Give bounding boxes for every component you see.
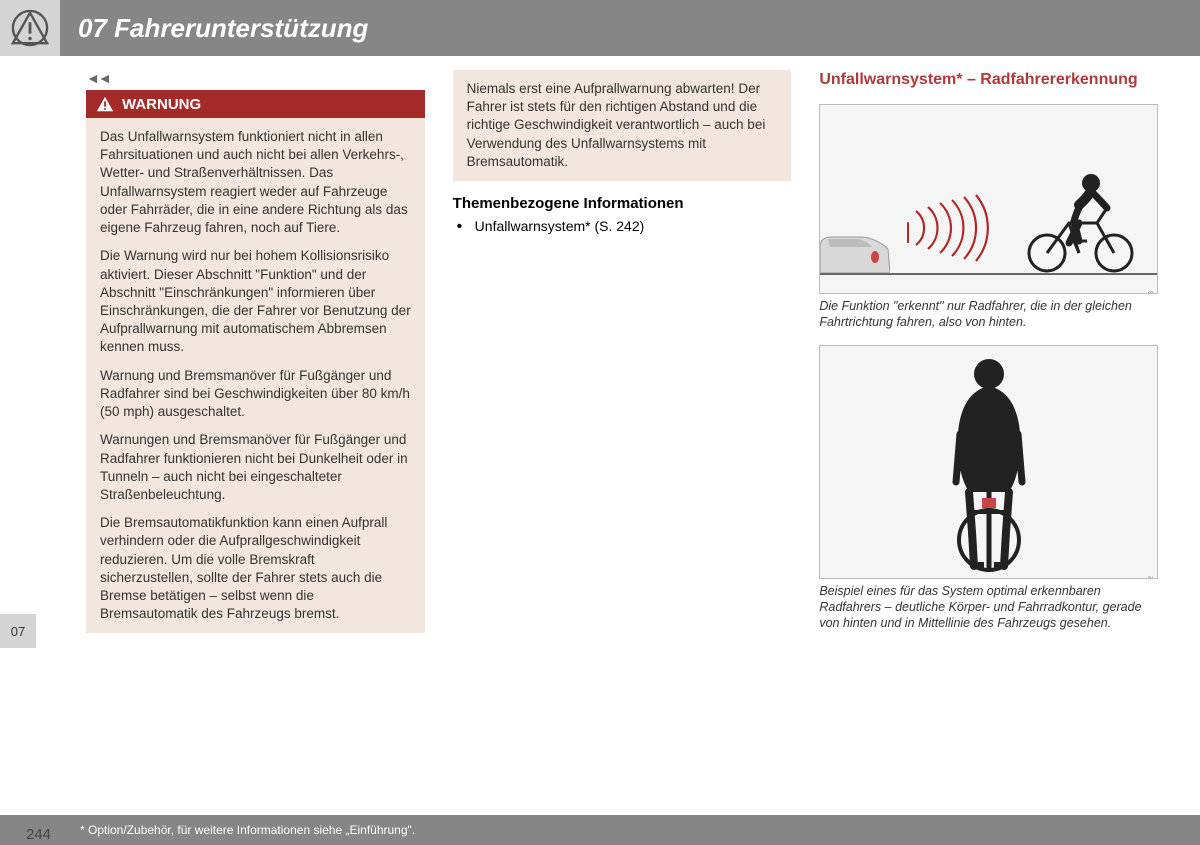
- column-1: ◄◄ WARNUNG Das Unfallwarnsystem funktion…: [86, 70, 425, 645]
- header-title: 07 Fahrerunterstützung: [78, 13, 368, 44]
- warning-label: WARNUNG: [122, 96, 201, 113]
- figure-1-caption: Die Funktion "erkennt" nur Radfahrer, di…: [819, 298, 1158, 331]
- warning-p2: Die Warnung wird nur bei hohem Kollision…: [100, 247, 411, 356]
- cyclist-rear-icon: [914, 352, 1064, 574]
- figure-1-id: G048963: [1148, 291, 1155, 294]
- related-info-heading: Themenbezogene Informationen: [453, 195, 792, 212]
- warning-triangle-icon: [11, 9, 49, 47]
- figure-1: G048963: [819, 104, 1158, 294]
- page-header: 07 Fahrerunterstützung: [0, 0, 1200, 56]
- warning-p5: Die Bremsautomatikfunktion kann einen Au…: [100, 514, 411, 623]
- column-3: Unfallwarnsystem* – Radfahrererkennung: [819, 70, 1158, 645]
- section-heading: Unfallwarnsystem* – Radfahrererkennung: [819, 70, 1158, 90]
- figure-2: G048962: [819, 345, 1158, 579]
- chapter-tab: 07: [0, 614, 36, 648]
- chapter-tab-label: 07: [11, 624, 25, 639]
- page-footer: * Option/Zubehör, für weitere Informatio…: [0, 815, 1200, 845]
- warning-icon: [96, 95, 114, 113]
- cyclist-side-icon: [1019, 153, 1139, 273]
- content-area: ◄◄ WARNUNG Das Unfallwarnsystem funktion…: [0, 56, 1200, 645]
- warning-p4: Warnungen und Bremsmanöver für Fußgänger…: [100, 431, 411, 504]
- warning-p3: Warnung und Bremsmanöver für Fußgänger u…: [100, 367, 411, 422]
- related-info-item: Unfallwarnsystem* (S. 242): [453, 218, 792, 234]
- car-icon: [820, 227, 890, 273]
- header-icon-box: [0, 0, 60, 56]
- info-text: Niemals erst eine Aufprallwarnung abwart…: [467, 81, 766, 169]
- continuation-icon: ◄◄: [86, 70, 425, 86]
- ground-line: [820, 273, 1157, 275]
- column-2: Niemals erst eine Aufprallwarnung abwart…: [453, 70, 792, 645]
- page-number: 244: [26, 826, 51, 843]
- warning-header: WARNUNG: [86, 90, 425, 118]
- radar-waves-icon: [898, 193, 1018, 263]
- related-info-list: Unfallwarnsystem* (S. 242): [453, 218, 792, 234]
- figure-2-caption: Beispiel eines für das System optimal er…: [819, 583, 1158, 632]
- footnote-text: * Option/Zubehör, für weitere Informatio…: [80, 823, 415, 837]
- warning-body: Das Unfallwarnsystem funktioniert nicht …: [86, 118, 425, 633]
- warning-p1: Das Unfallwarnsystem funktioniert nicht …: [100, 128, 411, 237]
- info-box: Niemals erst eine Aufprallwarnung abwart…: [453, 70, 792, 181]
- figure-2-id: G048962: [1148, 576, 1155, 579]
